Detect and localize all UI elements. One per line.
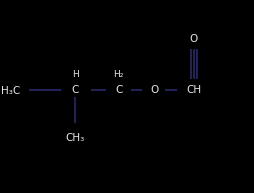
Text: H: H — [72, 70, 78, 79]
Text: H₃C: H₃C — [1, 86, 20, 96]
Text: O: O — [150, 85, 158, 95]
Text: C: C — [115, 85, 122, 95]
Text: C: C — [71, 85, 78, 95]
Text: H₂: H₂ — [113, 70, 123, 79]
Text: CH: CH — [185, 85, 201, 95]
Text: CH₃: CH₃ — [65, 133, 85, 143]
Text: O: O — [189, 34, 197, 44]
